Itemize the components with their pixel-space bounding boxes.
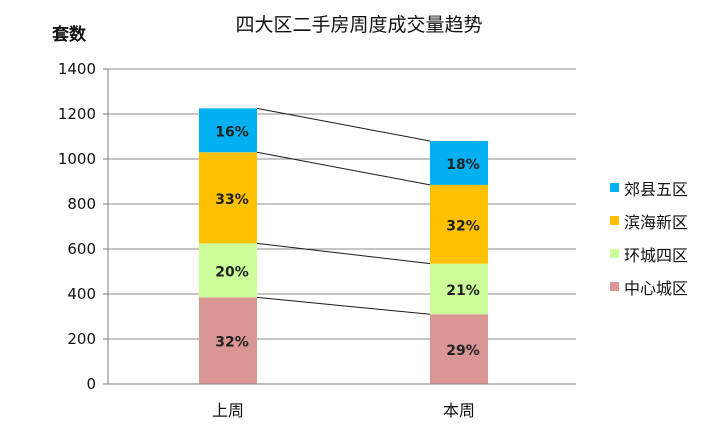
series-connector-line	[256, 151, 431, 186]
x-category-label: 本周	[443, 401, 475, 420]
segment-value-label: 18%	[446, 157, 480, 173]
legend-label: 环城四区	[624, 246, 688, 265]
legend-swatch	[610, 216, 619, 225]
y-tick-label: 1400	[58, 60, 96, 78]
legend-swatch	[610, 249, 619, 258]
segment-value-label: 29%	[446, 343, 480, 359]
legend-swatch	[610, 282, 619, 291]
legend-swatch	[610, 183, 619, 192]
series-connector-line	[256, 107, 431, 142]
bar-segment	[199, 297, 257, 384]
y-tick-label: 400	[67, 285, 96, 303]
y-axis-ticks: 0 200 400 600 800 1000 1200 1400	[58, 60, 108, 393]
y-tick-label: 1000	[58, 150, 96, 168]
bar-segment	[199, 152, 257, 244]
chart-title: 四大区二手房周度成交量趋势	[235, 14, 482, 36]
bar-segment	[199, 108, 257, 153]
legend-label: 滨海新区	[624, 213, 688, 232]
x-axis-categories: 上周 本周	[212, 401, 475, 420]
bar-segment	[430, 314, 488, 384]
bar-segment	[430, 263, 488, 315]
y-tick-label: 1200	[58, 105, 96, 123]
bar-segment	[430, 184, 488, 264]
bar-segment	[199, 243, 257, 298]
gridlines	[108, 68, 576, 340]
bar-segment	[430, 141, 488, 185]
segment-value-label: 16%	[215, 124, 249, 140]
legend-label: 郊县五区	[624, 180, 688, 199]
segment-value-label: 20%	[215, 264, 249, 280]
legend-label: 中心城区	[624, 279, 688, 298]
bars	[199, 108, 488, 384]
series-connector-line	[256, 242, 431, 265]
segment-value-label: 21%	[446, 283, 480, 299]
y-tick-label: 200	[67, 330, 96, 348]
y-axis-label: 套数	[51, 24, 87, 45]
series-connectors	[256, 107, 431, 315]
segment-labels: 32% 29% 20% 21% 33% 32% 16% 18%	[215, 124, 480, 359]
x-category-label: 上周	[212, 401, 244, 420]
series-connector-line	[256, 296, 431, 315]
segment-value-label: 32%	[446, 218, 480, 234]
segment-value-label: 32%	[215, 335, 249, 351]
y-tick-label: 0	[86, 375, 96, 393]
y-tick-label: 800	[67, 195, 96, 213]
segment-value-label: 33%	[215, 192, 249, 208]
y-tick-label: 600	[67, 240, 96, 258]
